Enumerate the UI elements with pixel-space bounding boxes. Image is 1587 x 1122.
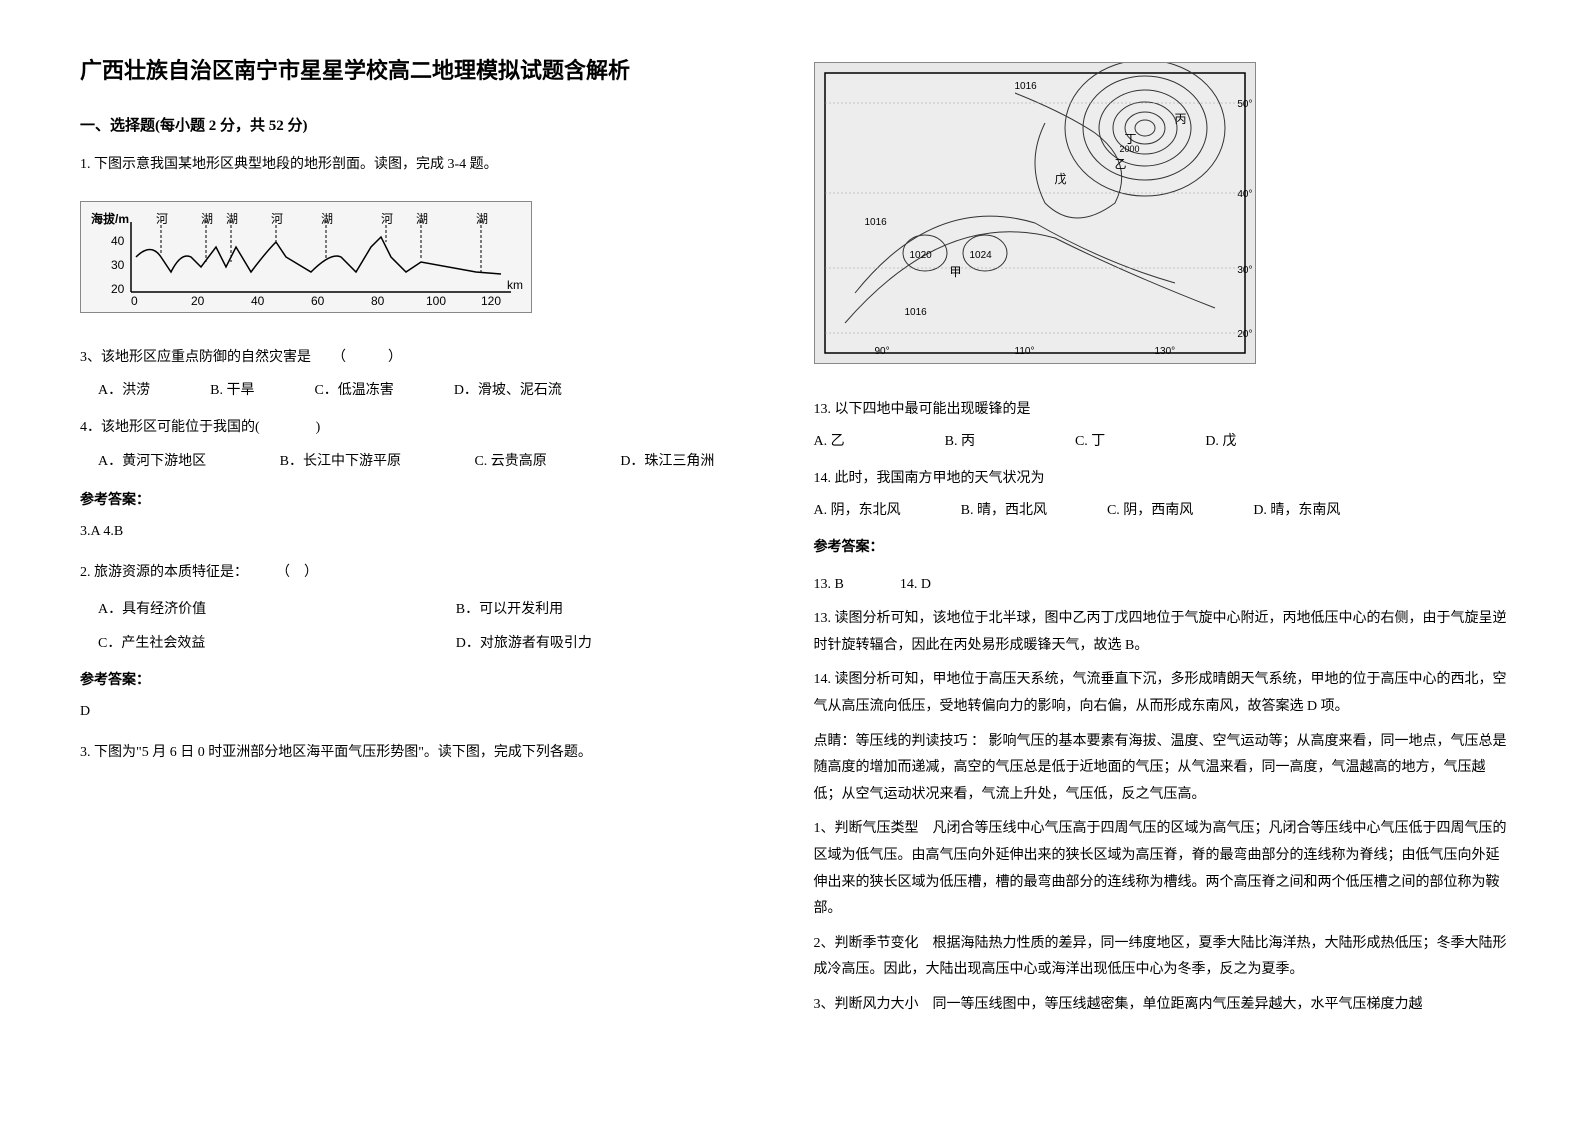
opt-b: B. 干旱 [210,378,254,405]
pressure-1016-2: 1016 [905,303,927,322]
opt-b: B．长江中下游平原 [280,447,401,478]
q1-sub3-stem: 3、该地形区应重点防御的自然灾害是 （ ） [80,345,774,372]
opt-d: D．对旅游者有吸引力 [456,631,774,658]
lat-30: 30° [1237,261,1252,280]
q3-sub13-stem: 13. 以下四地中最可能出现暖锋的是 [814,397,1508,424]
q3-answer-label: 参考答案： [814,535,1508,562]
lon-110: 110° [1015,342,1035,361]
opt-a: A．黄河下游地区 [98,447,206,478]
q3-exp14: 14. 读图分析可知，甲地位于高压天系统，气流垂直下沉，多形成晴朗天气系统，甲地… [814,667,1508,720]
opt-d: D．珠江三角洲 [620,447,714,478]
pressure-top-1016: 1016 [1015,77,1037,96]
pressure-1020: 1020 [910,246,932,265]
q3-stem: 3. 下图为"5 月 6 日 0 时亚洲部分地区海平面气压形势图"。读下图，完成… [80,740,774,767]
opt-d: D．滑坡、泥石流 [454,378,562,405]
q2-options: A．具有经济价值 B．可以开发利用 C．产生社会效益 D．对旅游者有吸引力 [80,597,774,658]
opt-a: A．具有经济价值 [98,597,416,624]
q3-sub14-options: A. 阴，东北风 B. 晴，西北风 C. 阴，西南风 D. 晴，东南风 [814,498,1508,525]
q3-sub14-stem: 14. 此时，我国南方甲地的天气状况为 [814,466,1508,493]
q1-answer-label: 参考答案： [80,488,774,515]
left-column: 广西壮族自治区南宁市星星学校高二地理模拟试题含解析 一、选择题(每小题 2 分，… [60,50,794,1072]
opt-a: A. 乙 [814,429,845,456]
q3-answer: 13. B 14. D [814,572,1508,599]
opt-b: B．可以开发利用 [456,597,774,624]
section-header: 一、选择题(每小题 2 分，共 52 分) [80,112,774,141]
opt-a: A．洪涝 [98,378,150,405]
opt-c: C．低温冻害 [314,378,393,405]
q2-answer: D [80,699,774,726]
q3-point2: 2、判断季节变化 根据海陆热力性质的差异，同一纬度地区，夏季大陆比海洋热，大陆形… [814,931,1508,984]
lat-50: 50° [1237,95,1252,114]
q3-point1: 1、判断气压类型 凡闭合等压线中心气压高于四周气压的区域为高气压；凡闭合等压线中… [814,816,1508,922]
q1-sub4-stem: 4．该地形区可能位于我国的( ) [80,415,774,442]
lon-130: 130° [1155,342,1176,361]
q3-sub13-options: A. 乙 B. 丙 C. 丁 D. 戊 [814,429,1508,456]
opt-c: C．产生社会效益 [98,631,416,658]
q2-stem: 2. 旅游资源的本质特征是： （ ） [80,560,774,587]
q3-figure: 50° 40° 30° 20° 90° 110° 130° 1016 1020 … [814,62,1256,364]
point-wu: 戊 [1055,168,1067,191]
opt-c: C. 丁 [1075,429,1105,456]
q1-sub3-options: A．洪涝 B. 干旱 C．低温冻害 D．滑坡、泥石流 [80,378,774,405]
right-column: 50° 40° 30° 20° 90° 110° 130° 1016 1020 … [794,50,1528,1072]
opt-d: D. 戊 [1205,429,1236,456]
pressure-1016: 1016 [865,213,887,232]
q3-tip: 点睛：等压线的判读技巧 ： 影响气压的基本要素有海拔、温度、空气运动等；从高度来… [814,729,1508,809]
opt-c: C. 云贵高原 [474,447,546,478]
opt-d: D. 晴，东南风 [1253,498,1340,525]
lon-90: 90° [875,342,890,361]
q3-point3: 3、判断风力大小 同一等压线图中，等压线越密集，单位距离内气压差异越大，水平气压… [814,992,1508,1019]
q1-stem: 1. 下图示意我国某地形区典型地段的地形剖面。读图，完成 3-4 题。 [80,152,774,179]
marker-2000: 2000 [1120,141,1140,158]
q1-sub4-options: A．黄河下游地区 B．长江中下游平原 C. 云贵高原 D．珠江三角洲 [80,447,774,478]
opt-c: C. 阴，西南风 [1107,498,1193,525]
pressure-1024: 1024 [970,246,992,265]
page-title: 广西壮族自治区南宁市星星学校高二地理模拟试题含解析 [80,50,774,92]
opt-b: B. 丙 [945,429,975,456]
opt-a: A. 阴，东北风 [814,498,901,525]
opt-b: B. 晴，西北风 [961,498,1047,525]
lat-20: 20° [1237,325,1252,344]
lat-40: 40° [1237,185,1252,204]
point-jia: 甲 [950,261,962,284]
point-bing: 丙 [1175,108,1187,131]
q3-exp13: 13. 读图分析可知，该地位于北半球，图中乙丙丁戊四地位于气旋中心附近，丙地低压… [814,606,1508,659]
q1-answer: 3.A 4.B [80,519,774,546]
q1-figure: 海拔/m 40 30 20 0 20 40 60 80 100 120 km 河… [80,201,532,313]
q2-answer-label: 参考答案： [80,668,774,695]
